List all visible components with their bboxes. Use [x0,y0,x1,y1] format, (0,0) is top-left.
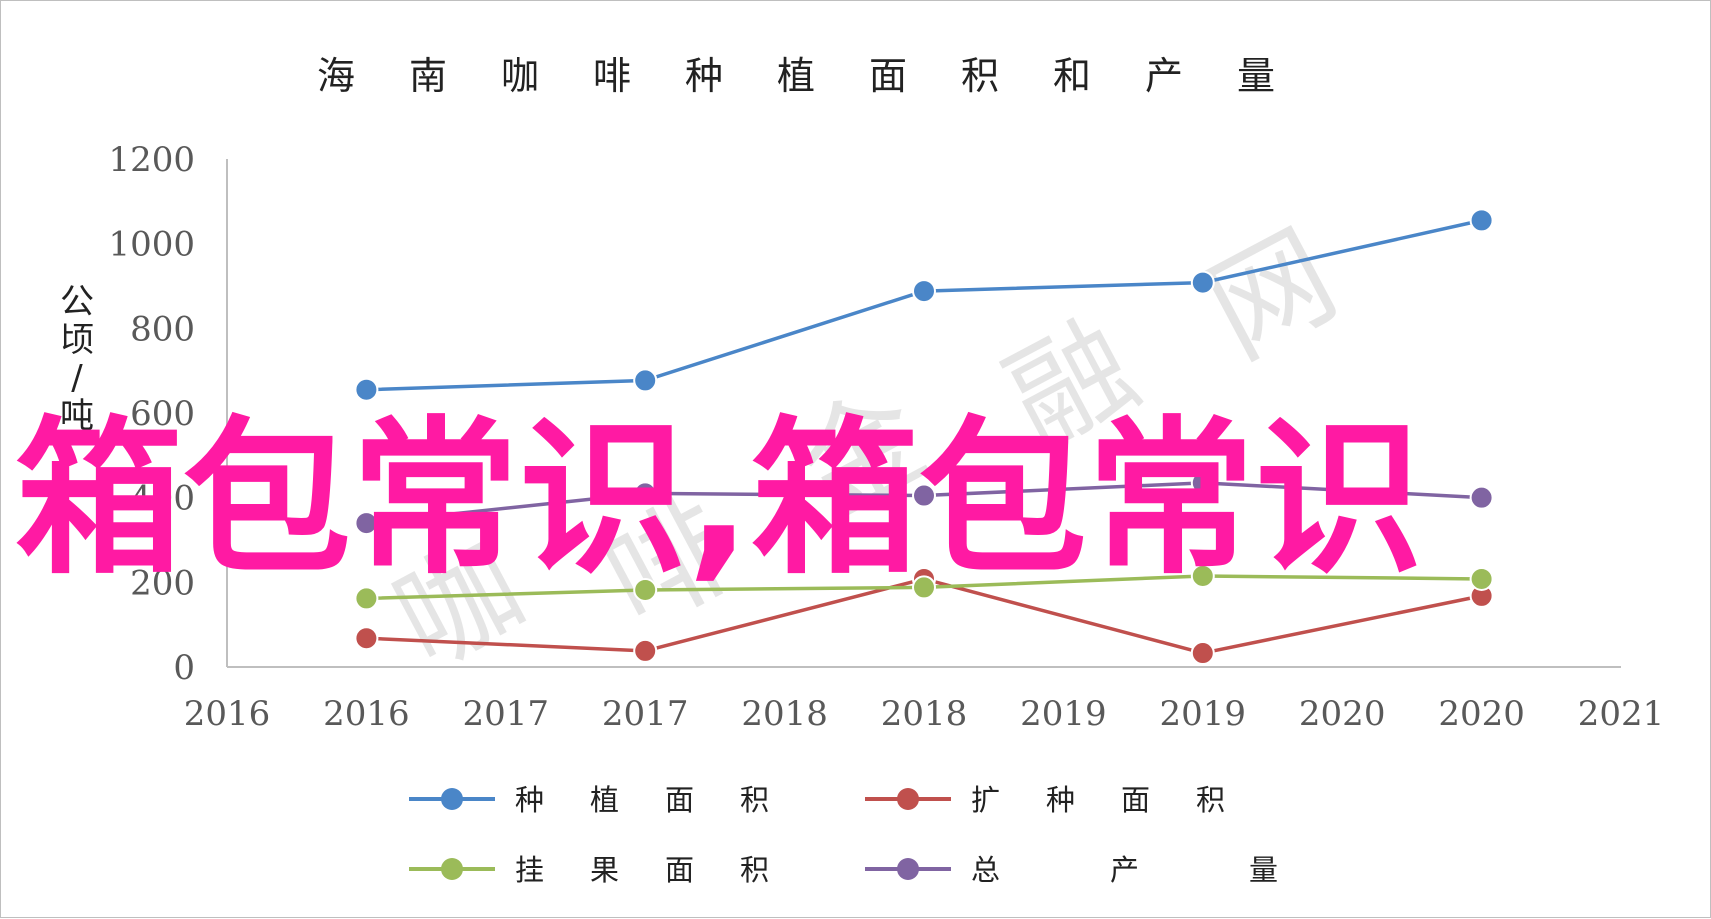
series-1-point [1469,208,1494,233]
series-1-point [354,377,379,402]
overlay-banner-text: 箱包常识,箱包常识 [15,401,1423,597]
legend-swatch-marker [897,858,919,880]
x-tick-label: 2021 [1578,694,1665,734]
y-tick-labels: 0 200 400 600 800 1000 1200 [108,140,195,688]
series-3-point [633,577,658,602]
legend-label: 总产量 [971,853,1388,887]
watermark-char: 网 [1186,206,1357,385]
series-1-point [912,279,936,304]
series-3-point [912,575,936,600]
series-4-point [1190,470,1215,495]
y-axis-label-char: 吨 [60,396,94,436]
series-layer [354,208,1494,666]
series-2-point [633,638,658,663]
y-tick-label: 200 [130,563,195,603]
y-tick-label: 600 [130,394,195,434]
x-tick-label: 2016 [323,694,410,734]
series-3-point [354,586,379,611]
x-tick-label: 2018 [741,694,828,734]
y-tick-label: 0 [173,648,195,688]
y-axis-label-char: / [71,358,83,398]
legend-swatch-marker [441,788,463,810]
x-tick-label: 2020 [1299,694,1386,734]
y-axis-label-char: 公 [60,282,94,322]
series-1-point [1190,270,1215,295]
y-tick-label: 400 [130,479,195,519]
y-axis-label: 公顷/吨 [60,282,94,436]
x-tick-label: 2019 [1020,694,1107,734]
x-tick-label: 2020 [1438,694,1525,734]
y-tick-label: 1000 [108,225,195,265]
y-tick-label: 800 [130,309,195,349]
x-tick-label: 2017 [602,694,689,734]
x-tick-label: 2017 [463,694,550,734]
series-3-point [1190,563,1215,588]
y-tick-label: 1200 [108,140,195,180]
series-2-point [354,626,379,651]
legend-label: 扩种面积 [971,783,1271,817]
series-4-point [633,481,658,506]
legend-swatch-marker [897,788,919,810]
legend-label: 种植面积 [515,783,815,817]
series-2-point [1190,641,1215,666]
series-3-point [1469,566,1494,591]
legend-label: 挂果面积 [515,853,815,887]
x-tick-label: 2016 [184,694,271,734]
x-tick-labels: 2016 2016 2017 2017 2018 2018 2019 2019 2020 2020… [184,694,1665,734]
series-4-point [912,483,936,508]
x-tick-label: 2019 [1160,694,1247,734]
series-4-point [354,511,379,536]
y-axis-label-char: 顷 [60,320,94,360]
series-1-point [633,368,658,393]
legend-swatch-marker [441,858,463,880]
chart-title: 海南咖啡种植面积和产量 [317,54,1329,98]
series-4-point [1469,485,1494,510]
x-tick-label: 2018 [881,694,968,734]
